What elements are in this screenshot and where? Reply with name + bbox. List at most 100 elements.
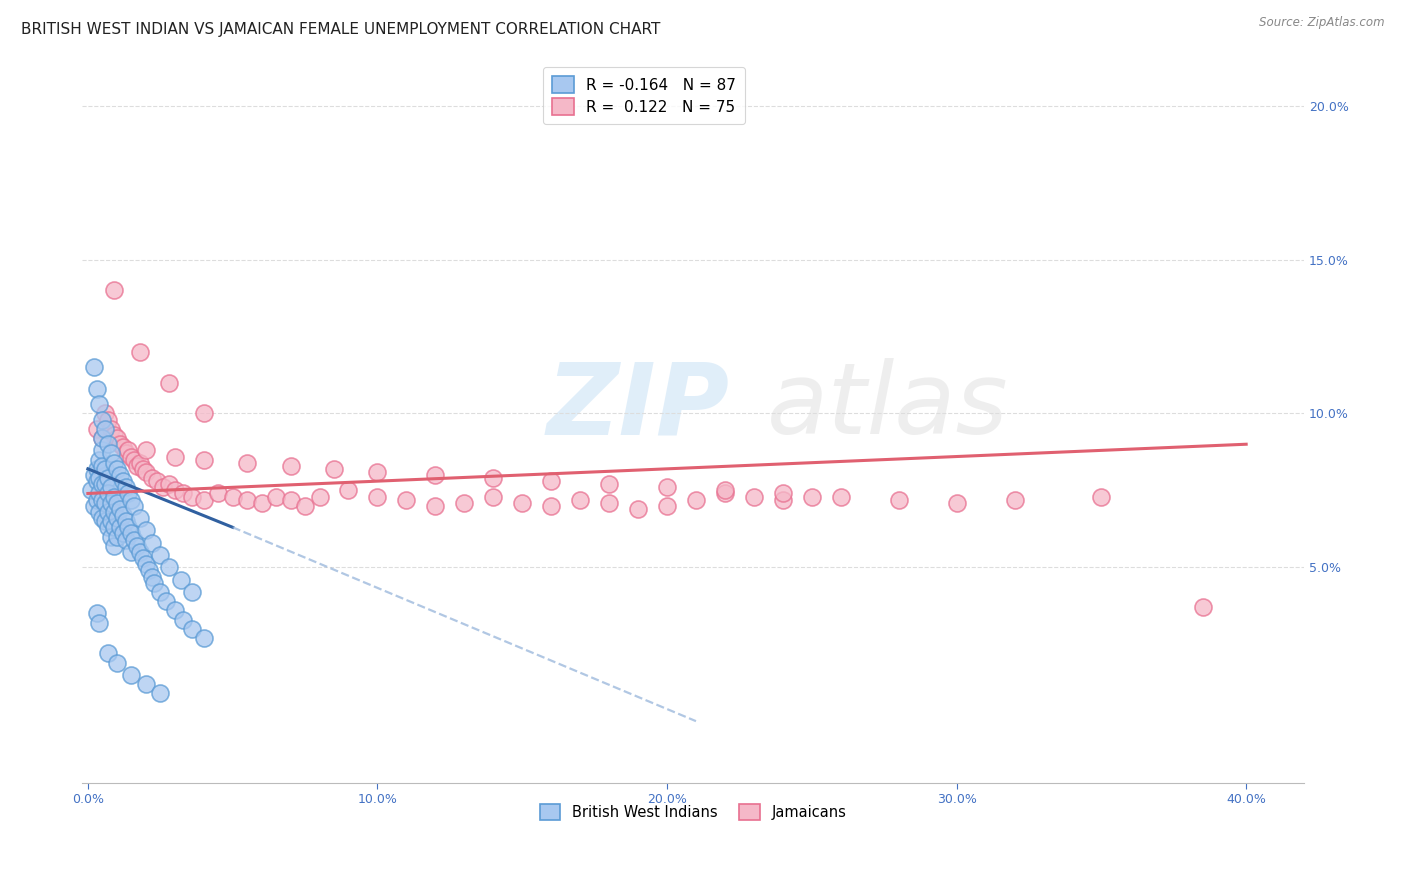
Point bbox=[163, 483, 186, 498]
Point bbox=[141, 569, 163, 583]
Point bbox=[105, 529, 128, 543]
Point bbox=[193, 492, 215, 507]
Point bbox=[86, 382, 108, 396]
Point bbox=[127, 458, 149, 473]
Point bbox=[152, 480, 174, 494]
Point bbox=[97, 437, 120, 451]
Point bbox=[100, 422, 122, 436]
Point bbox=[482, 471, 505, 485]
Point bbox=[97, 486, 120, 500]
Point bbox=[108, 501, 131, 516]
Point bbox=[569, 492, 592, 507]
Point bbox=[103, 539, 125, 553]
Point bbox=[129, 456, 152, 470]
Point bbox=[114, 480, 136, 494]
Point bbox=[103, 284, 125, 298]
Point bbox=[366, 465, 388, 479]
Point bbox=[94, 496, 117, 510]
Point bbox=[89, 471, 111, 485]
Point bbox=[772, 486, 794, 500]
Point bbox=[120, 492, 142, 507]
Point bbox=[236, 492, 259, 507]
Point bbox=[181, 490, 204, 504]
Point bbox=[117, 486, 139, 500]
Point bbox=[83, 360, 105, 375]
Point bbox=[108, 468, 131, 483]
Point bbox=[86, 492, 108, 507]
Point bbox=[94, 514, 117, 528]
Point bbox=[111, 526, 134, 541]
Point bbox=[114, 514, 136, 528]
Point bbox=[181, 622, 204, 636]
Point bbox=[94, 407, 117, 421]
Point bbox=[103, 490, 125, 504]
Point bbox=[97, 505, 120, 519]
Point bbox=[100, 446, 122, 460]
Point bbox=[193, 452, 215, 467]
Point bbox=[89, 452, 111, 467]
Point bbox=[1004, 492, 1026, 507]
Point bbox=[510, 496, 533, 510]
Point bbox=[120, 668, 142, 682]
Point bbox=[100, 514, 122, 528]
Point bbox=[308, 490, 330, 504]
Point bbox=[742, 490, 765, 504]
Point bbox=[129, 511, 152, 525]
Point bbox=[250, 496, 273, 510]
Point bbox=[120, 526, 142, 541]
Point bbox=[945, 496, 967, 510]
Point bbox=[157, 560, 180, 574]
Text: ZIP: ZIP bbox=[547, 359, 730, 455]
Point bbox=[598, 496, 620, 510]
Point bbox=[135, 465, 157, 479]
Point bbox=[97, 471, 120, 485]
Point bbox=[425, 468, 447, 483]
Point bbox=[280, 492, 302, 507]
Point bbox=[141, 471, 163, 485]
Point bbox=[236, 456, 259, 470]
Point bbox=[83, 468, 105, 483]
Point bbox=[830, 490, 852, 504]
Point bbox=[132, 551, 155, 566]
Text: Source: ZipAtlas.com: Source: ZipAtlas.com bbox=[1260, 16, 1385, 29]
Point bbox=[132, 462, 155, 476]
Point bbox=[540, 474, 562, 488]
Point bbox=[323, 462, 346, 476]
Point bbox=[94, 477, 117, 491]
Point bbox=[86, 462, 108, 476]
Point bbox=[772, 492, 794, 507]
Point bbox=[149, 585, 172, 599]
Point bbox=[117, 443, 139, 458]
Point bbox=[114, 446, 136, 460]
Point bbox=[89, 397, 111, 411]
Point bbox=[425, 499, 447, 513]
Point bbox=[129, 545, 152, 559]
Point bbox=[453, 496, 475, 510]
Point bbox=[264, 490, 287, 504]
Point bbox=[685, 492, 707, 507]
Point bbox=[83, 499, 105, 513]
Point bbox=[108, 520, 131, 534]
Point bbox=[627, 501, 650, 516]
Point bbox=[135, 677, 157, 691]
Point bbox=[111, 440, 134, 454]
Point bbox=[1191, 600, 1213, 615]
Point bbox=[97, 412, 120, 426]
Point bbox=[169, 573, 191, 587]
Point bbox=[1090, 490, 1112, 504]
Point bbox=[94, 422, 117, 436]
Point bbox=[193, 407, 215, 421]
Point bbox=[800, 490, 823, 504]
Point bbox=[135, 524, 157, 538]
Point bbox=[482, 490, 505, 504]
Point bbox=[157, 376, 180, 390]
Point bbox=[655, 480, 678, 494]
Point bbox=[122, 499, 145, 513]
Point bbox=[294, 499, 316, 513]
Point bbox=[146, 474, 169, 488]
Point bbox=[366, 490, 388, 504]
Point bbox=[111, 508, 134, 522]
Point bbox=[221, 490, 243, 504]
Point bbox=[86, 607, 108, 621]
Point bbox=[91, 477, 114, 491]
